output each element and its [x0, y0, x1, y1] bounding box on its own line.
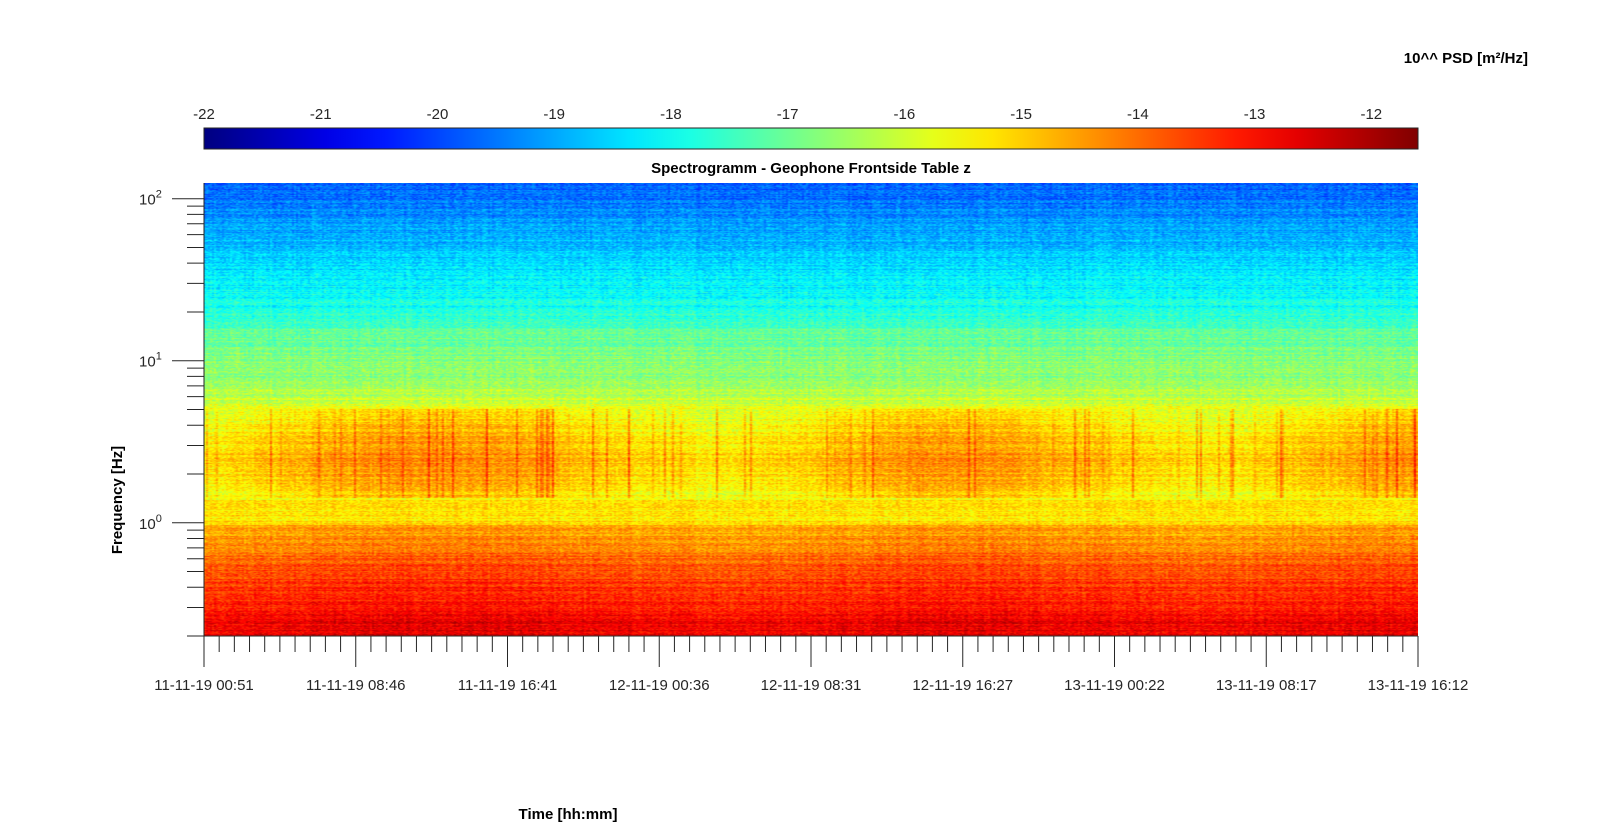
x-tick-label: 12-11-19 00:36 — [609, 677, 710, 694]
x-tick-label: 11-11-19 16:41 — [458, 677, 558, 694]
colorbar-tick-label: -14 — [1127, 106, 1149, 123]
y-tick-label: 101 — [139, 351, 162, 371]
colorbar-tick-label: -17 — [777, 106, 799, 123]
x-axis-label: Time [hh:mm] — [519, 806, 618, 823]
x-axis: 11-11-19 00:51 11-11-19 08:46 11-11-19 16:… — [154, 635, 1469, 694]
x-tick-label: 11-11-19 08:46 — [306, 677, 406, 694]
colorbar-tick-label: -12 — [1360, 106, 1382, 123]
colorbar-tick-label: -13 — [1244, 106, 1266, 123]
y-axis: 100 101 102 — [139, 183, 205, 637]
colorbar — [203, 127, 1419, 150]
chart-title: Spectrogramm - Geophone Frontside Table … — [651, 160, 971, 177]
colorbar-ticks: -22 -21 -20 -19 -18 -17 -16 -15 -14 -13 -12 — [193, 106, 1382, 135]
colorbar-tick-label: -20 — [427, 106, 449, 123]
y-tick-label: 102 — [139, 189, 162, 209]
colorbar-tick-label: -15 — [1010, 106, 1032, 123]
x-tick-label: 13-11-19 16:12 — [1368, 677, 1469, 694]
y-axis-label: Frequency [Hz] — [109, 446, 126, 554]
colorbar-tick-label: -21 — [310, 106, 332, 123]
colorbar-label: 10^^ PSD [m²/Hz] — [1404, 50, 1528, 67]
x-tick-label: 12-11-19 08:31 — [761, 677, 862, 694]
colorbar-tick-label: -18 — [660, 106, 682, 123]
x-tick-label: 12-11-19 16:27 — [912, 677, 1013, 694]
y-tick-label: 100 — [139, 513, 162, 533]
colorbar-tick-label: -19 — [543, 106, 565, 123]
colorbar-tick-label: -16 — [894, 106, 916, 123]
x-tick-label: 13-11-19 08:17 — [1216, 677, 1317, 694]
x-tick-label: 11-11-19 00:51 — [154, 677, 254, 694]
x-tick-label: 13-11-19 00:22 — [1064, 677, 1165, 694]
colorbar-tick-label: -22 — [193, 106, 215, 123]
spectrogram-image — [204, 183, 1418, 636]
